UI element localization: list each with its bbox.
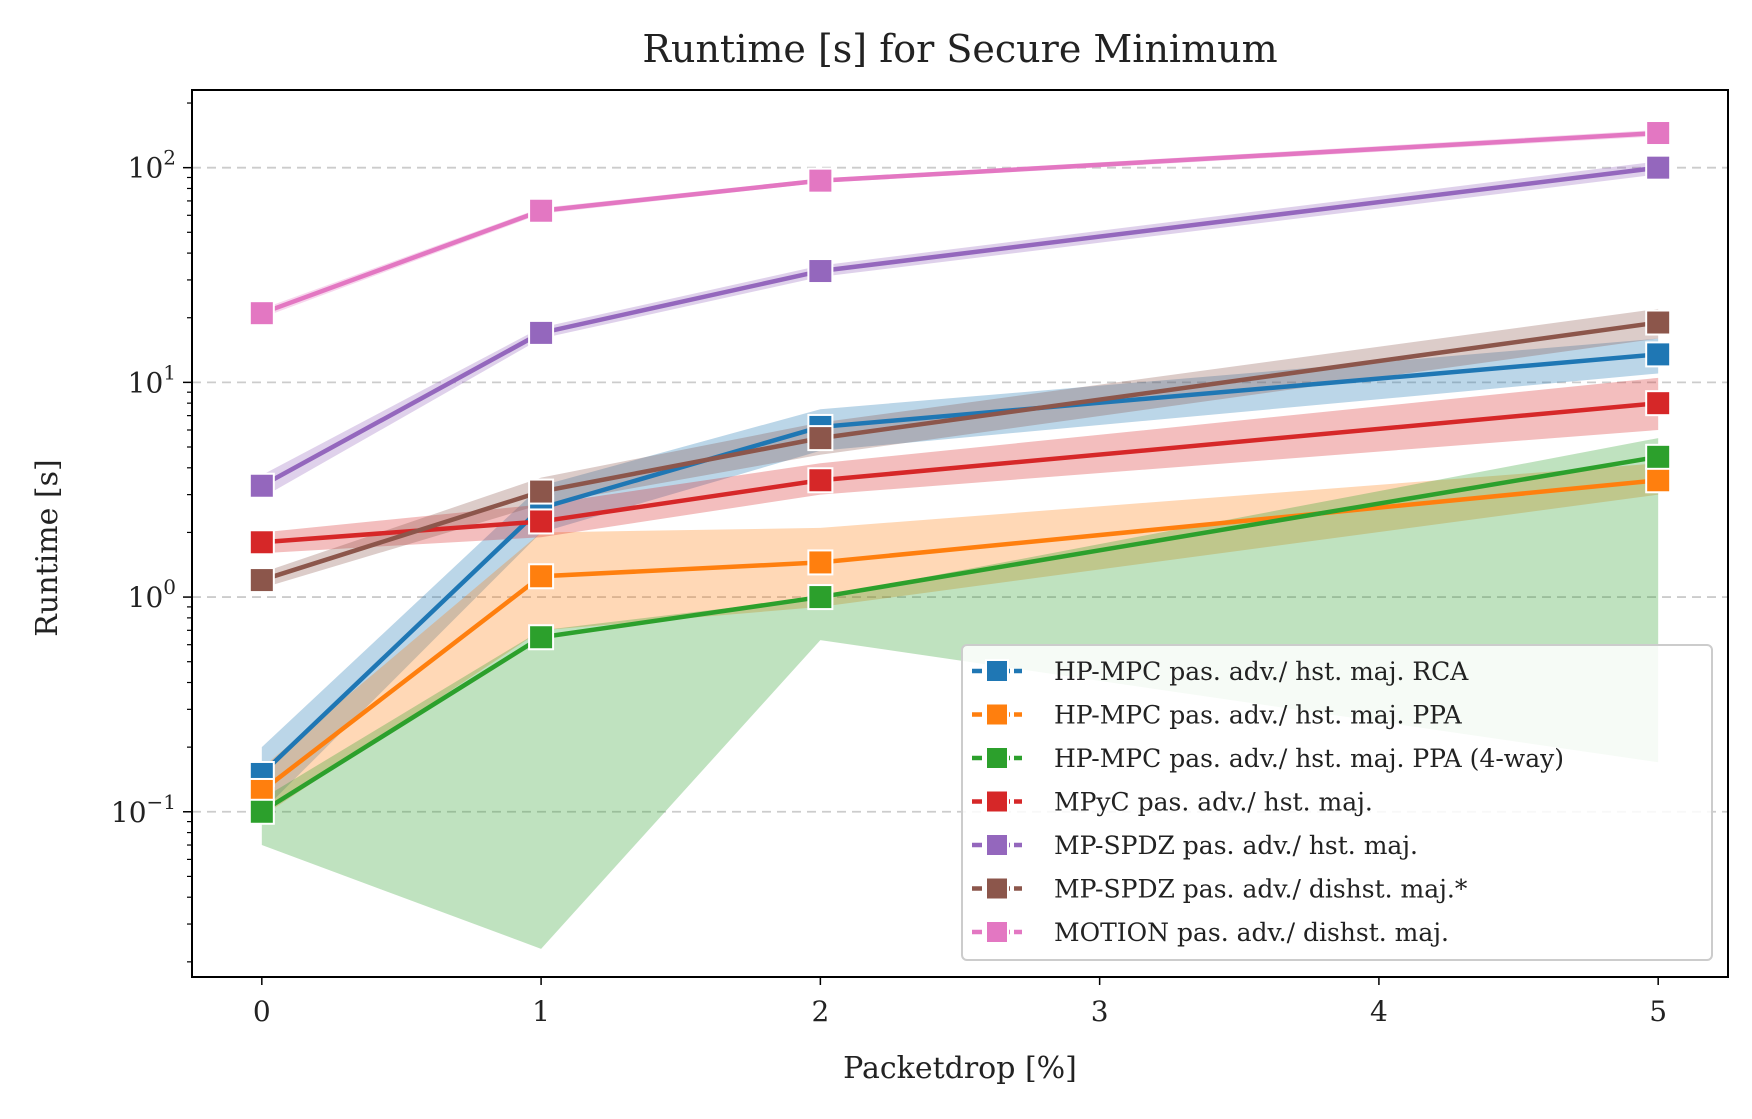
- marker-series-3: [248, 798, 275, 825]
- y-axis-label: Runtime [s]: [30, 459, 65, 636]
- marker-series-4: [807, 467, 834, 494]
- marker-series-2: [528, 563, 555, 590]
- marker-series-4: [1645, 390, 1672, 417]
- x-tick-label: 3: [1091, 995, 1109, 1028]
- legend: HP-MPC pas. adv./ hst. maj. RCA HP-MPC pa…: [961, 644, 1713, 961]
- x-axis: 0 1 2 3 4 5: [253, 977, 1667, 1028]
- x-axis-label: Packetdrop [%]: [843, 1051, 1077, 1086]
- x-tick-label: 1: [532, 995, 550, 1028]
- marker-series-5: [807, 258, 834, 285]
- legend-marker: [985, 702, 1009, 727]
- marker-series-7: [807, 167, 834, 194]
- marker-series-5: [528, 319, 555, 346]
- legend-marker: [985, 659, 1009, 683]
- line-series-6: [261, 320, 1659, 583]
- band-series-7: [261, 129, 1659, 318]
- marker-series-5: [248, 472, 275, 499]
- line-series-1: [260, 352, 1659, 776]
- line-series-2: [260, 478, 1659, 793]
- line-series-4: [261, 400, 1659, 545]
- line-series-3: [260, 454, 1659, 814]
- legend-label: MP-SPDZ pas. adv./ hst. maj.: [1054, 831, 1418, 860]
- legend-box: [961, 644, 1713, 961]
- chart-title: Runtime [s] for Secure Minimum: [642, 27, 1277, 71]
- marker-series-4: [528, 508, 555, 535]
- band-series-5: [261, 161, 1659, 498]
- series-markers: [248, 120, 1672, 825]
- y-axis: 10−1 100 101 102: [111, 102, 192, 963]
- marker-series-3: [1645, 443, 1672, 470]
- legend-marker: [985, 833, 1009, 857]
- x-tick-label: 0: [253, 995, 271, 1028]
- marker-series-6: [1645, 309, 1672, 336]
- y-tick-label: 101: [128, 360, 176, 399]
- marker-series-6: [248, 567, 275, 594]
- marker-series-7: [1645, 120, 1672, 147]
- legend-label: MPyC pas. adv./ hst. maj.: [1054, 788, 1373, 817]
- marker-series-3: [807, 584, 834, 611]
- legend-marker: [985, 746, 1009, 770]
- legend-label: MOTION pas. adv./ dishst. maj.: [1054, 918, 1449, 947]
- legend-label: HP-MPC pas. adv./ hst. maj. PPA: [1054, 701, 1463, 730]
- y-tick-label: 10−1: [111, 790, 176, 829]
- band-series-3: [261, 438, 1659, 949]
- plot-frame: [191, 89, 1729, 978]
- marker-series-7: [248, 300, 275, 327]
- x-tick-label: 2: [811, 995, 829, 1028]
- band-series-2: [261, 463, 1659, 817]
- legend-marker: [985, 789, 1009, 814]
- series-lines: [260, 130, 1659, 814]
- marker-series-6: [528, 478, 555, 505]
- band-series-6: [261, 308, 1659, 589]
- marker-series-1: [1645, 341, 1672, 368]
- marker-series-2: [1645, 467, 1672, 494]
- band-series-1: [261, 338, 1659, 812]
- line-series-5: [260, 165, 1659, 488]
- legend-marker: [985, 876, 1009, 901]
- line-series-7: [261, 130, 1659, 316]
- marker-series-7: [528, 197, 555, 224]
- legend-label: HP-MPC pas. adv./ hst. maj. PPA (4-way): [1054, 744, 1564, 773]
- y-tick-label: 102: [128, 146, 176, 185]
- marker-series-3: [528, 624, 555, 651]
- x-tick-label: 5: [1649, 995, 1667, 1028]
- marker-series-6: [807, 425, 834, 452]
- x-tick-label: 4: [1370, 995, 1388, 1028]
- marker-series-5: [1645, 154, 1672, 181]
- marker-series-4: [248, 529, 275, 556]
- legend-label: HP-MPC pas. adv./ hst. maj. RCA: [1054, 657, 1469, 686]
- legend-marker: [985, 920, 1009, 944]
- legend-label: MP-SPDZ pas. adv./ dishst. maj.*: [1054, 875, 1468, 904]
- marker-series-2: [807, 549, 834, 576]
- y-tick-label: 100: [128, 575, 176, 614]
